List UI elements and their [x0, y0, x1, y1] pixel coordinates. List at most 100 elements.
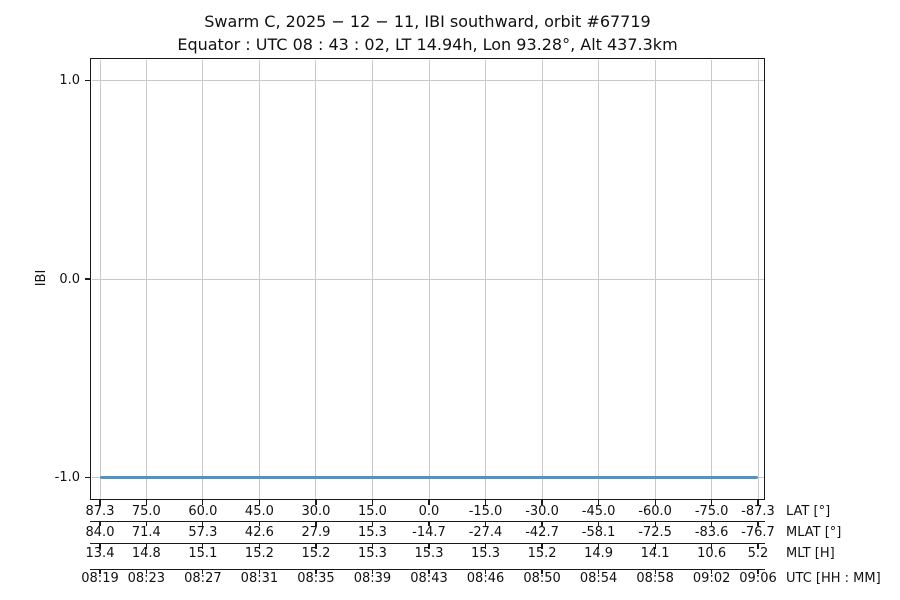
axis-caption: LAT [°]	[786, 504, 831, 519]
x-tick-label: 57.3	[188, 524, 218, 540]
x-tick-mark	[654, 544, 656, 549]
x-tick-mark	[711, 569, 713, 575]
x-tick-label: 15.3	[357, 524, 387, 540]
x-tick-label: -76.7	[741, 524, 775, 540]
x-tick-label: -45.0	[581, 504, 616, 519]
x-tick-mark	[757, 569, 759, 575]
y-tick-mark	[85, 476, 90, 479]
horizontal-gridline	[91, 79, 764, 81]
x-tick-mark	[371, 544, 374, 549]
plot-area	[90, 58, 765, 500]
x-tick-mark	[654, 500, 656, 505]
x-tick-mark	[484, 500, 487, 505]
x-tick-label: 42.6	[244, 524, 274, 540]
x-tick-label: 15.1	[188, 546, 218, 561]
x-tick-label: 08:31	[240, 571, 279, 586]
x-tick-mark	[258, 521, 260, 527]
x-tick-mark	[757, 500, 759, 505]
x-tick-mark	[711, 521, 713, 527]
x-tick-mark	[541, 544, 543, 549]
sub-axis-line	[90, 568, 765, 570]
x-tick-mark	[541, 500, 543, 505]
x-tick-label: 08:23	[127, 571, 166, 586]
y-tick-label: 0.0	[59, 271, 80, 287]
chart-title: Swarm C, 2025 − 12 − 11, IBI southward, …	[204, 12, 651, 31]
y-tick-label: 1.0	[59, 72, 80, 88]
x-tick-label: -58.1	[581, 524, 616, 540]
sub-axis-line	[90, 520, 765, 522]
x-tick-label: -75.0	[694, 504, 729, 519]
x-tick-label: 15.0	[357, 504, 387, 519]
x-tick-label: 09:02	[692, 571, 731, 586]
horizontal-gridline	[91, 278, 764, 280]
x-tick-mark	[145, 521, 147, 527]
axis-caption: MLT [H]	[786, 546, 835, 561]
x-tick-label: -83.6	[694, 524, 729, 540]
x-tick-mark	[315, 569, 317, 575]
x-tick-mark	[428, 569, 430, 575]
x-tick-label: 13.4	[85, 546, 115, 561]
axis-caption: MLAT [°]	[786, 524, 842, 540]
x-tick-label: -27.4	[468, 524, 503, 540]
x-tick-mark	[541, 569, 543, 575]
x-tick-label: 5.2	[747, 546, 769, 561]
x-tick-label: 08:27	[184, 571, 222, 586]
x-tick-label: 08:39	[353, 571, 392, 586]
axis-caption: UTC [HH : MM]	[786, 571, 881, 586]
ibi-data-line	[100, 476, 758, 480]
x-tick-label: 10.6	[697, 546, 727, 561]
x-tick-label: 08:19	[81, 571, 119, 586]
sub-axis-line	[90, 543, 765, 545]
x-tick-label: -60.0	[638, 504, 672, 519]
x-tick-label: 71.4	[131, 524, 161, 540]
x-tick-label: 15.2	[244, 546, 274, 561]
x-tick-label: 15.3	[414, 546, 444, 561]
x-tick-mark	[371, 569, 374, 575]
x-tick-label: 15.2	[301, 546, 331, 561]
x-tick-label: -42.7	[525, 524, 559, 540]
x-tick-label: -14.7	[412, 524, 446, 540]
x-tick-mark	[371, 500, 374, 505]
y-tick-mark	[85, 278, 90, 280]
x-tick-mark	[202, 544, 204, 549]
x-tick-mark	[757, 544, 759, 549]
x-tick-label: 15.3	[471, 546, 500, 561]
x-tick-mark	[711, 544, 713, 549]
x-tick-mark	[99, 569, 101, 575]
x-tick-label: 0.0	[418, 504, 440, 519]
x-tick-label: 08:54	[579, 571, 618, 586]
y-tick-mark	[85, 79, 90, 82]
x-tick-mark	[757, 521, 759, 527]
x-tick-mark	[99, 544, 101, 549]
x-tick-label: 08:58	[636, 571, 674, 586]
x-tick-label: 60.0	[188, 504, 218, 519]
y-tick-label: -1.0	[54, 470, 80, 486]
x-tick-mark	[597, 521, 600, 527]
x-tick-label: 08:43	[410, 571, 448, 586]
x-tick-label: 84.0	[85, 524, 115, 540]
x-tick-mark	[99, 500, 101, 505]
x-tick-label: 27.9	[301, 524, 331, 540]
x-tick-label: -30.0	[525, 504, 559, 519]
x-tick-label: 08:50	[523, 571, 561, 586]
x-tick-label: 30.0	[301, 504, 331, 519]
x-tick-mark	[597, 569, 600, 575]
x-tick-label: -87.3	[741, 504, 775, 519]
x-tick-mark	[99, 521, 101, 527]
x-tick-mark	[202, 569, 204, 575]
x-tick-label: 15.3	[357, 546, 387, 561]
x-tick-label: 09:06	[739, 571, 777, 586]
x-tick-mark	[597, 544, 600, 549]
x-tick-mark	[315, 544, 317, 549]
x-tick-label: 08:35	[297, 571, 335, 586]
x-tick-mark	[202, 521, 204, 527]
x-tick-label: 14.1	[640, 546, 670, 561]
x-tick-label: 87.3	[85, 504, 115, 519]
x-tick-label: -15.0	[468, 504, 503, 519]
x-tick-mark	[484, 569, 487, 575]
x-tick-mark	[258, 544, 260, 549]
x-tick-label: 15.2	[527, 546, 557, 561]
x-tick-mark	[711, 500, 713, 505]
x-tick-mark	[541, 521, 543, 527]
